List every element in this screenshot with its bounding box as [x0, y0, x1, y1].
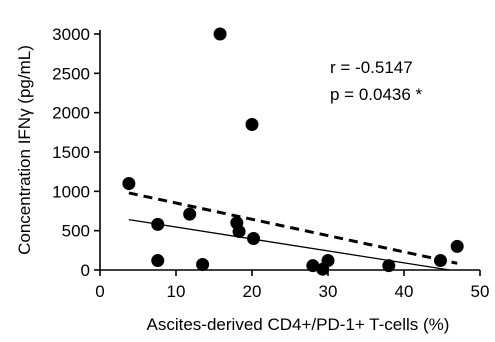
x-tick-label: 0: [95, 282, 104, 301]
data-point: [306, 259, 320, 273]
data-point: [151, 254, 165, 268]
data-point: [247, 232, 261, 246]
dashed-trend-line: [128, 191, 458, 265]
y-tick-label: 1500: [52, 143, 90, 162]
y-axis-title: Concentration IFNγ (pg/mL): [15, 45, 34, 255]
x-tick-label: 10: [167, 282, 186, 301]
data-point: [433, 254, 447, 268]
data-point: [213, 27, 227, 41]
data-point: [450, 239, 464, 253]
x-axis-title: Ascites-derived CD4+/PD-1+ T-cells (%): [147, 315, 450, 334]
data-point: [122, 176, 136, 190]
data-point: [321, 254, 335, 268]
x-tick-label: 50: [471, 282, 490, 301]
annotation-r: r = -0.5147: [330, 58, 413, 77]
x-tick-label: 30: [319, 282, 338, 301]
y-tick-label: 500: [62, 222, 90, 241]
data-point: [382, 259, 396, 273]
data-point: [232, 224, 246, 238]
y-tick-label: 0: [81, 261, 90, 280]
data-point: [245, 117, 259, 131]
y-tick-label: 3000: [52, 25, 90, 44]
y-tick-label: 1000: [52, 182, 90, 201]
y-tick-label: 2000: [52, 104, 90, 123]
annotation-p: p = 0.0436 *: [330, 85, 423, 104]
x-tick-label: 20: [243, 282, 262, 301]
x-tick-label: 40: [395, 282, 414, 301]
data-point: [196, 257, 210, 271]
data-point: [151, 217, 165, 231]
data-point: [183, 207, 197, 221]
y-tick-label: 2500: [52, 64, 90, 83]
solid-trend-line: [128, 219, 450, 271]
